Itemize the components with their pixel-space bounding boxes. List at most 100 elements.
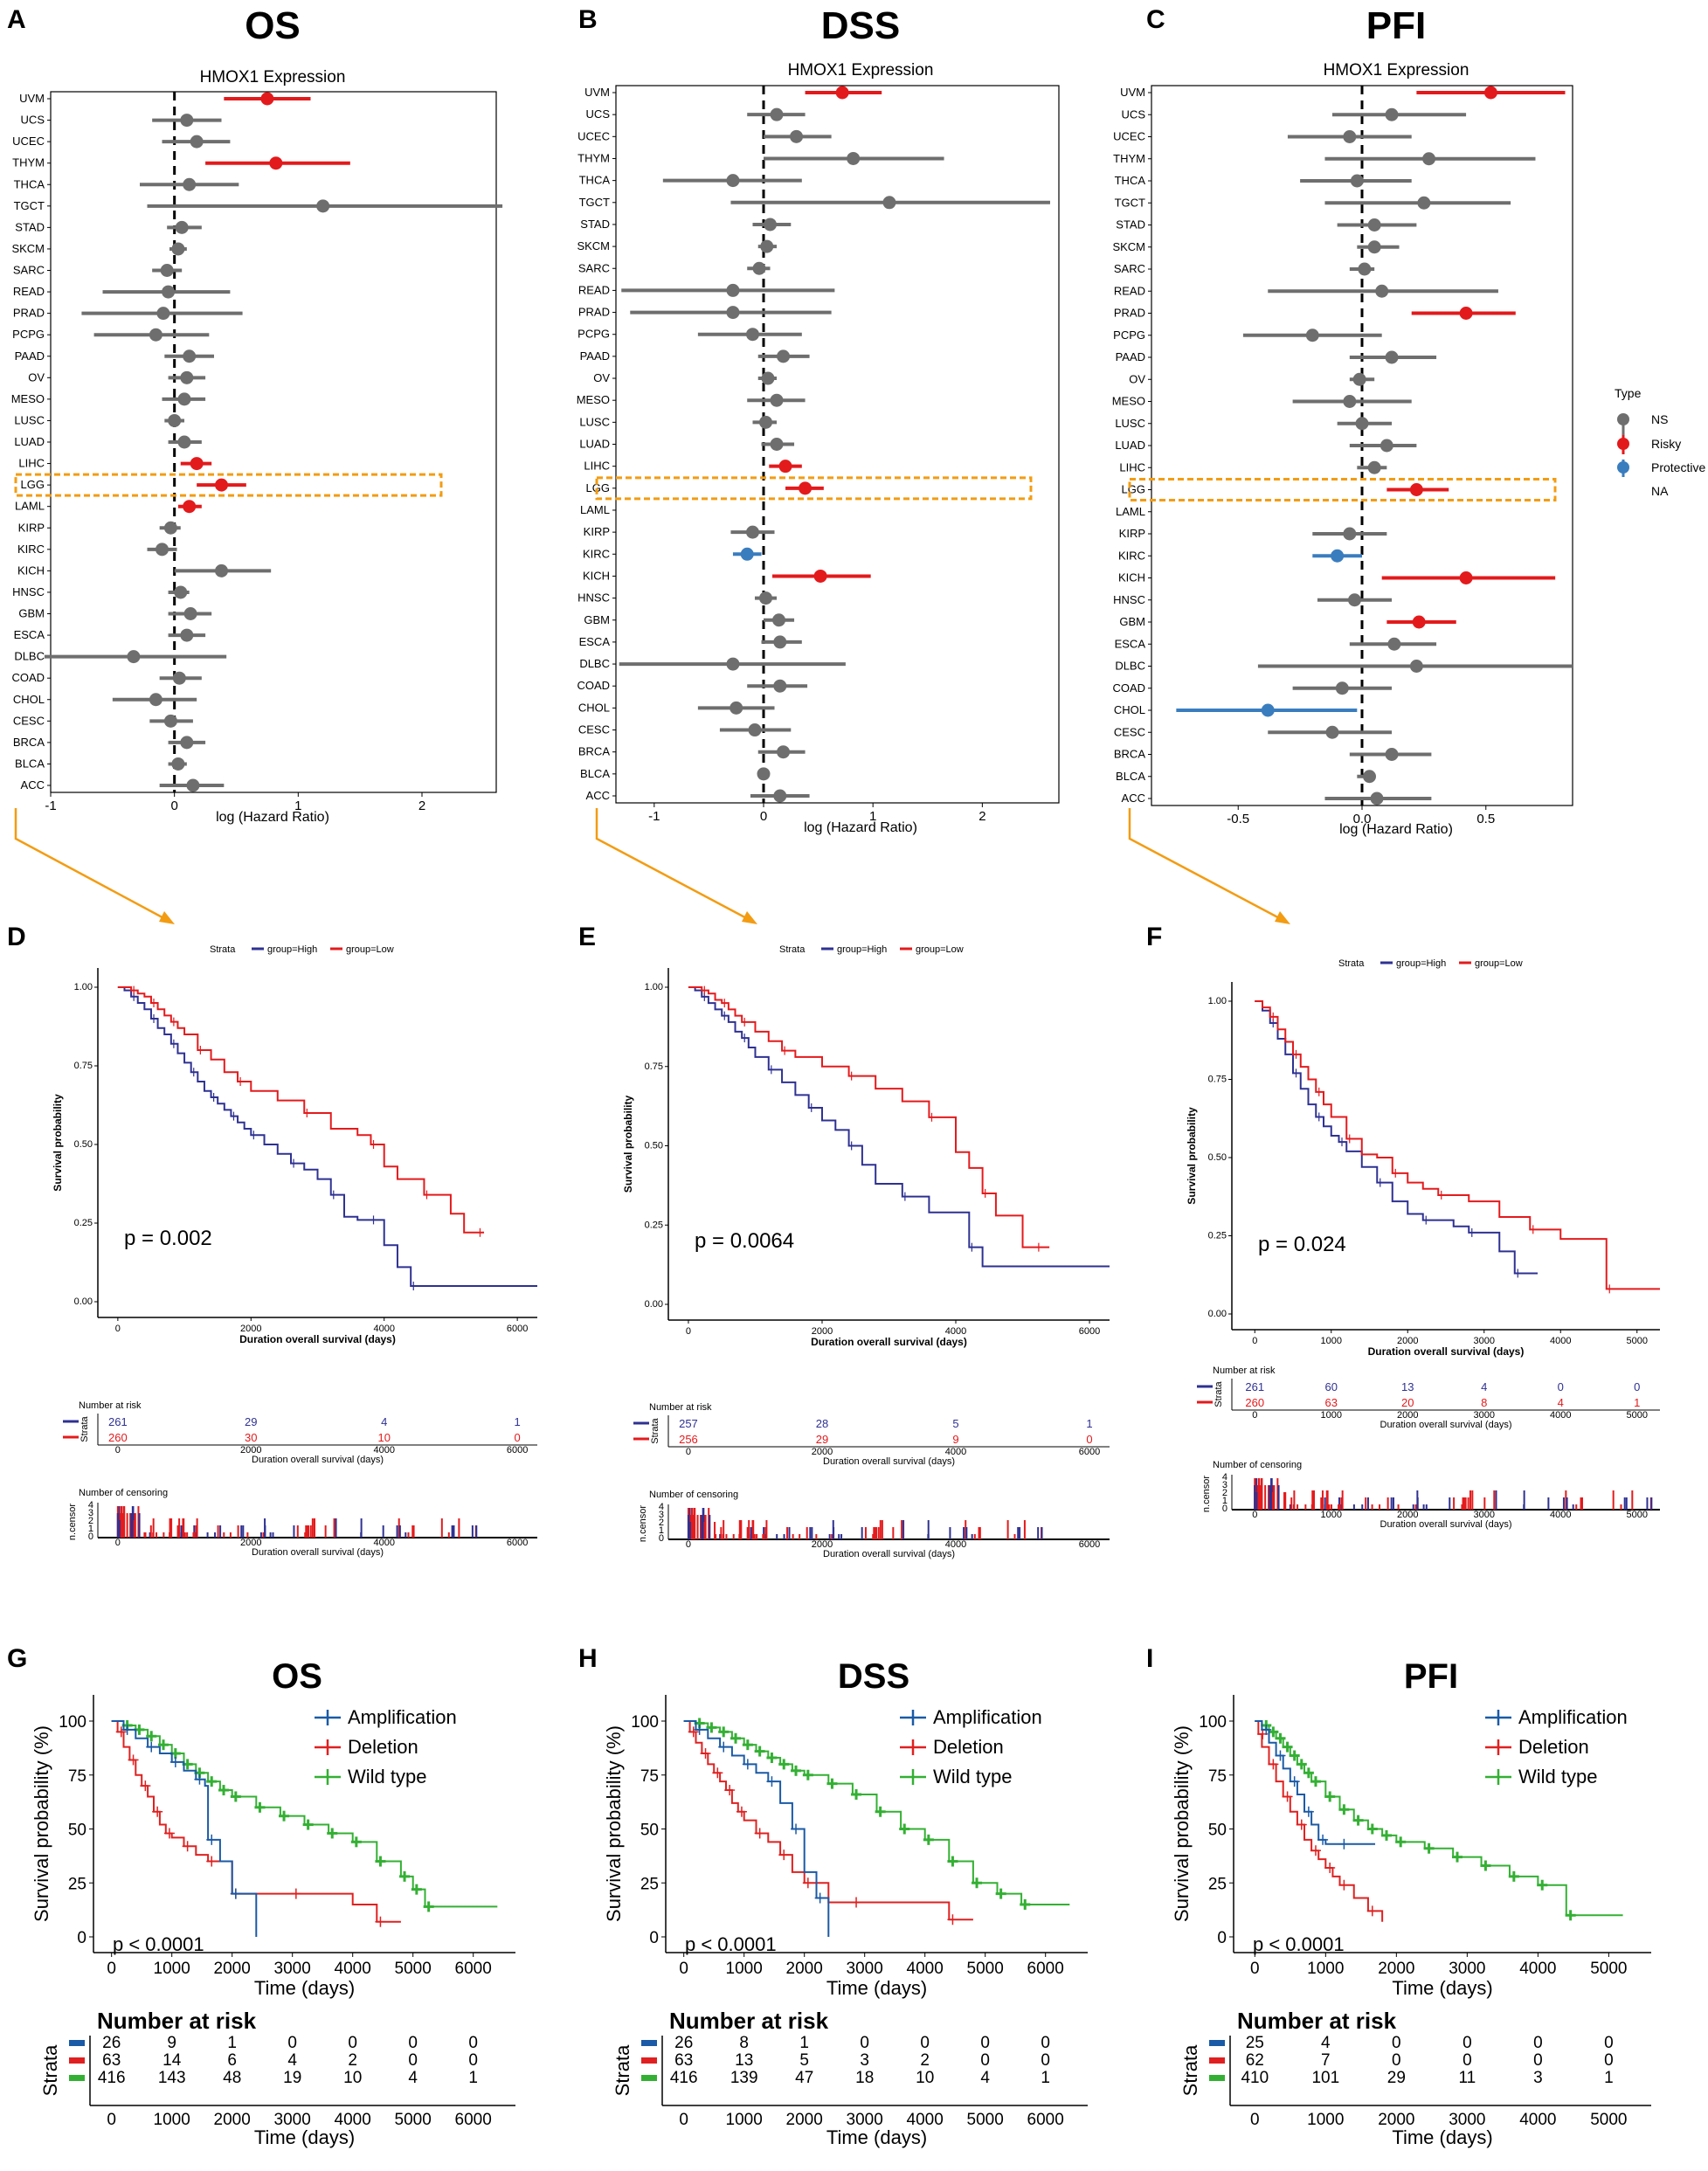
x-axis-label: Duration overall survival (days) <box>239 1333 396 1345</box>
forest-plot-os: -1 0 1 2 UVM UCS UCEC THYM THCA TGCT STAD SKCM SARC R… <box>11 91 503 813</box>
legend-deletion-label: Deletion <box>933 1736 1004 1758</box>
x-tick-label: 5000 <box>967 1960 1004 1978</box>
legend-amplification-label: Amplification <box>1518 1706 1628 1728</box>
risk-count: 0 <box>1041 2051 1050 2070</box>
risk-count: 0 <box>1533 2051 1543 2070</box>
cancer-label-lihc: LIHC <box>1119 460 1145 474</box>
cancer-label-thca: THCA <box>579 174 611 187</box>
censoring-x-axis-label: Duration overall survival (days) <box>823 1549 955 1559</box>
censoring-y-tick: 3 <box>88 1508 93 1518</box>
risk-count: 19 <box>283 2069 301 2087</box>
hr-point-read <box>726 283 740 297</box>
forest-a-subtitle: HMOX1 Expression <box>200 68 346 86</box>
hr-point-thym <box>269 156 283 170</box>
x-tick-label: 0.5 <box>1476 812 1495 826</box>
risk-high-count: 13 <box>1401 1380 1414 1393</box>
risk-count: 2 <box>348 2051 357 2070</box>
risk-x-tick-label: 1000 <box>1307 2111 1344 2129</box>
x-tick-label: 5000 <box>395 1960 432 1978</box>
risk-high-count: 1 <box>1086 1417 1092 1430</box>
cancer-label-lusc: LUSC <box>14 413 45 426</box>
cancer-label-laml: LAML <box>580 503 610 516</box>
risk-table-title: Number at risk <box>649 1402 712 1413</box>
risk-x-tick-label: 0 <box>686 1447 691 1457</box>
hr-point-kirc <box>740 547 754 561</box>
hr-point-read <box>1375 284 1389 298</box>
risk-low-count: 1 <box>1634 1396 1640 1409</box>
hr-point-stad <box>764 218 778 232</box>
hr-point-ucec <box>190 135 204 149</box>
censoring-x-tick-label: 2000 <box>812 1539 833 1550</box>
cancer-label-kich: KICH <box>1118 571 1145 584</box>
x-tick-label: 0 <box>107 1960 116 1978</box>
x-tick-label: 6000 <box>455 1960 492 1978</box>
risk-count: 0 <box>980 2051 990 2070</box>
risk-count: 101 <box>1311 2069 1339 2087</box>
risk-count: 0 <box>287 2034 297 2052</box>
censoring-y-tick: 0 <box>659 1533 664 1544</box>
survival-curve-wild-type <box>111 1720 498 1908</box>
hr-point-gbm <box>772 613 786 627</box>
risk-count: 0 <box>860 2034 869 2052</box>
cancer-label-esca: ESCA <box>579 635 611 648</box>
risk-x-tick-label: 3000 <box>847 2111 883 2129</box>
risk-low-count: 8 <box>1481 1396 1487 1409</box>
risk-count: 4 <box>1321 2034 1331 2052</box>
survival-curve-amplification <box>683 1720 830 1937</box>
censoring-title: Number of censoring <box>1213 1460 1302 1470</box>
risk-count: 0 <box>348 2034 357 2052</box>
censoring-y-tick: 1 <box>88 1524 93 1534</box>
forest-plot-dss: -1 0 1 2 UVM UCS UCEC THYM THCA TGCT STAD SKCM SARC R… <box>577 85 1060 824</box>
hr-point-skcm <box>760 239 774 253</box>
legend-deletion-label: Deletion <box>348 1736 418 1758</box>
cancer-label-kirp: KIRP <box>1119 527 1145 540</box>
risk-count: 10 <box>916 2069 934 2087</box>
risk-table-title: Number at risk <box>669 2008 829 2034</box>
hr-point-chol <box>730 701 743 715</box>
x-tick-label: 1000 <box>154 1960 190 1978</box>
hr-point-stad <box>1367 218 1381 232</box>
risk-row-swatch <box>1209 2057 1225 2064</box>
x-tick-label: 6000 <box>1079 1326 1100 1337</box>
risk-count: 3 <box>860 2051 869 2070</box>
risk-high-count: 257 <box>679 1417 698 1430</box>
risk-count: 0 <box>1392 2051 1401 2070</box>
risk-row-swatch <box>641 2075 657 2081</box>
x-tick-label: 2 <box>418 799 425 813</box>
cancer-label-ucs: UCS <box>586 107 611 121</box>
legend-amplification-label: Amplification <box>348 1706 457 1728</box>
cancer-label-kirc: KIRC <box>1118 549 1145 562</box>
survival-curve-high <box>1255 1000 1538 1275</box>
risk-x-tick-label: 0 <box>1250 2111 1260 2129</box>
y-tick-label: 25 <box>1208 1875 1227 1893</box>
risk-low-count: 63 <box>1325 1396 1338 1409</box>
hr-point-ucs <box>770 107 784 121</box>
hr-point-uvm <box>1483 86 1497 100</box>
cancer-label-hnsc: HNSC <box>577 591 610 605</box>
censoring-y-tick: 4 <box>1222 1472 1227 1483</box>
risk-high-count: 60 <box>1325 1380 1338 1393</box>
y-tick-label: 0.75 <box>645 1061 663 1072</box>
cancer-label-chol: CHOL <box>578 701 610 714</box>
risk-x-tick-label: 3000 <box>274 2111 311 2129</box>
legend-wild-type-label: Wild type <box>1518 1766 1597 1787</box>
censoring-x-axis-label: Duration overall survival (days) <box>252 1547 384 1558</box>
risk-x-tick-label: 6000 <box>1079 1447 1100 1457</box>
cancer-label-pcpg: PCPG <box>1113 328 1145 342</box>
x-tick-label: 1 <box>294 799 301 813</box>
legend-risky-dot <box>1617 438 1629 450</box>
x-tick-label: 3000 <box>274 1960 311 1978</box>
survival-curve-low <box>1255 1000 1660 1290</box>
hr-point-dlbc <box>127 650 141 664</box>
risk-count: 18 <box>855 2069 874 2087</box>
x-tick-label: 0 <box>170 799 177 813</box>
cancer-label-lgg: LGG <box>1122 483 1145 496</box>
x-tick-label: 2000 <box>812 1326 833 1337</box>
legend-high-label: group=High <box>267 944 317 955</box>
cancer-label-gbm: GBM <box>18 607 45 620</box>
y-tick-label: 0.25 <box>1208 1231 1227 1241</box>
x-tick-label: 2000 <box>214 1960 251 1978</box>
y-tick-label: 100 <box>1199 1713 1227 1732</box>
